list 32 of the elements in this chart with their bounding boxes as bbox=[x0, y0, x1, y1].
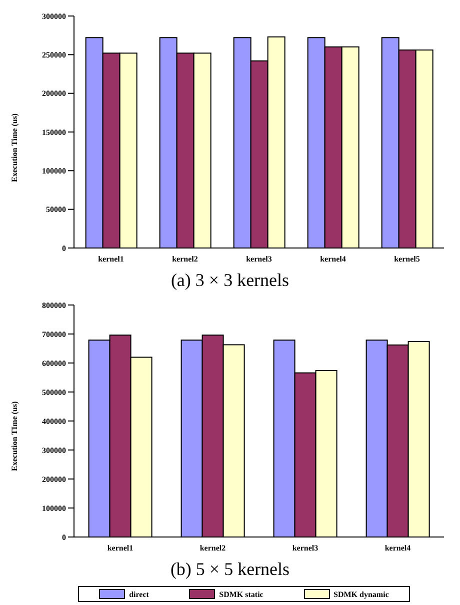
y-tick-label: 400000 bbox=[42, 416, 66, 426]
y-tick-label: 300000 bbox=[42, 12, 66, 21]
y-tick-label: 300000 bbox=[42, 446, 66, 455]
y-tick-label: 100000 bbox=[42, 504, 66, 513]
y-tick-label: 100000 bbox=[42, 166, 66, 176]
x-tick-label: kernel1 bbox=[98, 254, 124, 264]
y-axis-title: Execution TIme (us) bbox=[10, 401, 19, 471]
x-tick-label: kernel4 bbox=[320, 254, 346, 264]
y-tick-label: 600000 bbox=[42, 358, 66, 368]
legend-label: SDMK dynamic bbox=[334, 590, 389, 598]
y-tick-label: 200000 bbox=[42, 89, 66, 98]
y-tick-label: 800000 bbox=[42, 300, 66, 310]
text: (b) 5 × 5 kernels bbox=[169, 559, 291, 580]
x-tick-label: kernel4 bbox=[384, 544, 411, 553]
y-tick-label: 0 bbox=[62, 532, 66, 542]
y-tick-label: 250000 bbox=[42, 50, 66, 60]
x-tick-label: kernel1 bbox=[107, 544, 134, 553]
y-tick-label: 150000 bbox=[42, 128, 66, 137]
x-tick-label: kernel5 bbox=[394, 254, 420, 264]
x-tick-label: kernel2 bbox=[172, 254, 198, 264]
legend-label: SDMK static bbox=[219, 590, 264, 598]
y-tick-label: 500000 bbox=[42, 388, 66, 397]
y-tick-label: 0 bbox=[62, 244, 66, 253]
x-tick-label: kernel3 bbox=[292, 544, 318, 553]
x-tick-label: kernel3 bbox=[246, 254, 272, 264]
y-axis-title: Execution Time (us) bbox=[10, 113, 19, 182]
y-tick-label: 700000 bbox=[42, 330, 66, 339]
y-tick-label: 50000 bbox=[46, 205, 66, 214]
text: (a) 3 × 3 kernels bbox=[170, 270, 290, 291]
legend-label: direct bbox=[129, 590, 149, 598]
x-tick-label: kernel2 bbox=[200, 544, 226, 553]
y-tick-label: 200000 bbox=[42, 474, 66, 484]
